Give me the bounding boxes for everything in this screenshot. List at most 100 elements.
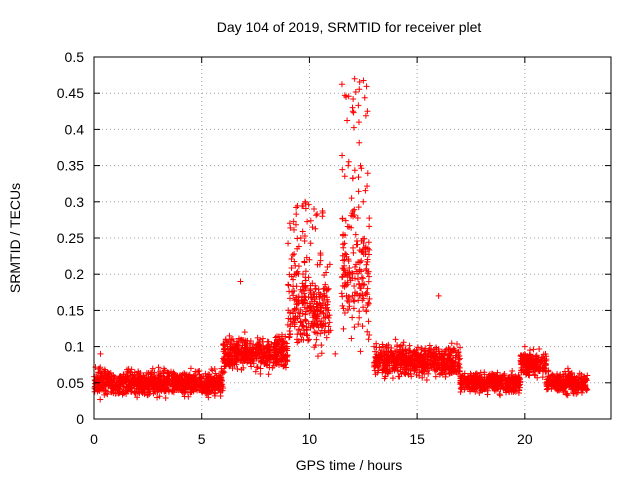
data-point [316, 261, 323, 268]
data-point [366, 215, 373, 222]
data-point [272, 359, 279, 366]
data-point [150, 390, 157, 397]
data-point [355, 102, 362, 109]
data-point [542, 350, 549, 357]
data-point [350, 96, 357, 103]
data-point [257, 336, 264, 343]
data-point [389, 375, 396, 382]
data-point [380, 367, 387, 374]
data-point [418, 345, 425, 352]
data-point [204, 380, 211, 387]
data-point [285, 307, 292, 314]
data-point [381, 350, 388, 357]
data-point [302, 205, 309, 212]
data-point [218, 377, 225, 384]
data-point [456, 355, 463, 362]
data-point [389, 350, 396, 357]
data-point [413, 371, 420, 378]
data-point [465, 380, 472, 387]
data-point [401, 370, 408, 377]
data-point [411, 367, 418, 374]
data-point [227, 347, 234, 354]
data-point [261, 351, 268, 358]
data-point [140, 374, 147, 381]
data-point [261, 360, 268, 367]
data-point [303, 318, 310, 325]
data-point [259, 335, 266, 342]
y-tick-label: 0.45 [57, 85, 84, 101]
data-point [204, 390, 211, 397]
data-point [311, 344, 318, 351]
data-point [302, 268, 309, 275]
data-point [511, 387, 518, 394]
data-point [97, 365, 104, 372]
data-point [307, 217, 314, 224]
data-point [366, 331, 373, 338]
data-point [294, 300, 301, 307]
data-point [132, 390, 139, 397]
data-point [364, 328, 371, 335]
data-point [313, 212, 320, 219]
data-point [229, 358, 236, 365]
data-point [111, 373, 118, 380]
data-point [312, 285, 319, 292]
data-point [421, 348, 428, 355]
data-point [576, 370, 583, 377]
data-point [283, 347, 290, 354]
data-point [177, 372, 184, 379]
data-point [356, 259, 363, 266]
data-point [511, 373, 518, 380]
data-point [391, 354, 398, 361]
data-point [470, 383, 477, 390]
x-tick-labels: 0 5 10 15 20 [90, 431, 533, 447]
data-point [363, 289, 370, 296]
data-point [406, 342, 413, 349]
data-point [362, 112, 369, 119]
data-point [351, 75, 358, 82]
data-point [345, 93, 352, 100]
data-point [155, 364, 162, 371]
data-point [354, 215, 361, 222]
data-point [496, 375, 503, 382]
data-point [288, 265, 295, 272]
data-point [342, 232, 349, 239]
data-point [298, 336, 305, 343]
data-point [574, 383, 581, 390]
data-point [356, 86, 363, 93]
data-point [124, 368, 131, 375]
data-point [476, 390, 483, 397]
data-point [531, 366, 538, 373]
data-point [339, 152, 346, 159]
data-point [187, 384, 194, 391]
data-point [384, 360, 391, 367]
y-tick-label: 0.3 [65, 194, 85, 210]
data-point [317, 251, 324, 258]
data-point [363, 307, 370, 314]
data-point [225, 338, 232, 345]
data-point [362, 187, 369, 194]
data-point [150, 385, 157, 392]
data-point [454, 362, 461, 369]
data-point [286, 295, 293, 302]
data-point [354, 238, 360, 245]
data-point [318, 342, 325, 349]
data-point [231, 353, 238, 360]
data-point [306, 336, 313, 343]
data-point [169, 388, 176, 394]
data-point [234, 352, 241, 359]
data-point [301, 259, 308, 266]
data-point [575, 387, 582, 394]
y-tick-label: 0.05 [57, 375, 84, 391]
data-point [351, 298, 358, 305]
data-point [536, 345, 543, 352]
data-point [433, 363, 440, 370]
data-point [349, 175, 356, 182]
data-point [325, 323, 332, 330]
data-point [302, 200, 309, 207]
data-point [419, 354, 426, 361]
data-point [294, 268, 301, 275]
data-point [180, 390, 187, 397]
data-point [405, 356, 412, 363]
data-point [364, 245, 371, 252]
data-point [414, 358, 421, 365]
